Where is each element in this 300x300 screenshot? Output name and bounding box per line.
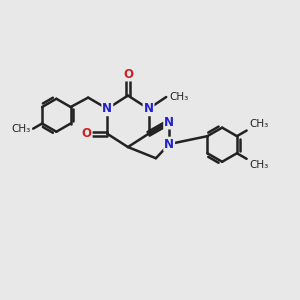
Text: O: O <box>123 68 133 80</box>
Text: CH₃: CH₃ <box>249 119 268 129</box>
Text: CH₃: CH₃ <box>12 124 31 134</box>
Text: CH₃: CH₃ <box>169 92 188 102</box>
Text: N: N <box>164 138 174 151</box>
Text: N: N <box>164 116 174 128</box>
Text: O: O <box>82 127 92 140</box>
Text: N: N <box>143 102 154 115</box>
Text: N: N <box>102 102 112 115</box>
Text: CH₃: CH₃ <box>249 160 268 170</box>
